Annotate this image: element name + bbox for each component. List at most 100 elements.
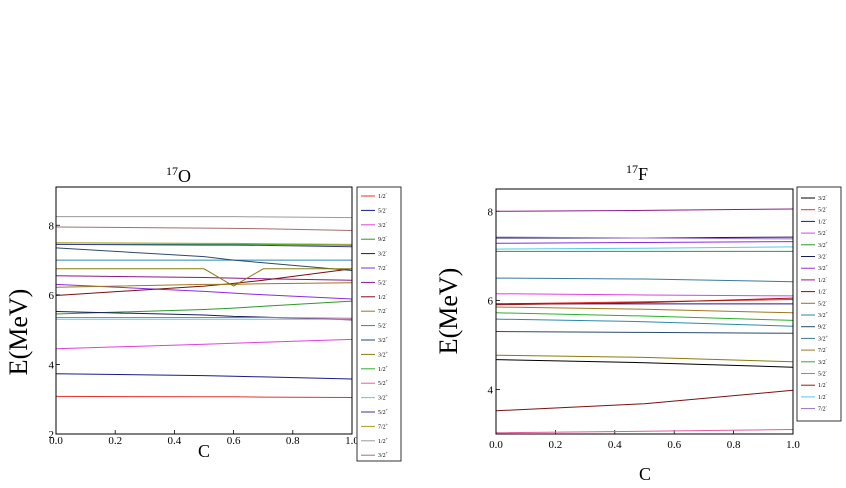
panel-17f-x-tick-label: 1.0: [786, 439, 800, 451]
panel-17f-title-mass: 17: [626, 162, 638, 176]
panel-17o-legend-label: 3/2+: [378, 393, 389, 402]
panel-17o-legend-label: 1/2+: [378, 364, 389, 373]
panel-17f-legend-label: 1/2-: [818, 275, 828, 284]
panel-17o-series-line: [55, 268, 353, 296]
panel-17o-title-mass: 17: [166, 164, 178, 178]
panel-17o-series-line: [56, 268, 352, 287]
panel-17f-x-tick-label: 0.4: [608, 439, 622, 451]
panel-17o-legend-label: 5/2-: [378, 321, 388, 330]
panel-17f-y-tick-label: 6: [488, 295, 494, 307]
panel-17o-series-line: [55, 247, 353, 271]
panel-17o-x-tick-label: 0.2: [108, 435, 122, 447]
panel-17f-legend-label: 1/2-: [818, 380, 828, 389]
panel-17o-y-tick-label: 4: [49, 359, 55, 371]
panel-17o-series-line: [55, 226, 353, 231]
panel-17f-legend-label: 3/2+: [818, 263, 829, 272]
panel-17o-legend-label: 1/2+: [378, 436, 389, 445]
panel-17f-series-line: [495, 293, 794, 297]
panel-17o-x-tick-label: 0.8: [286, 435, 300, 447]
panel-17o-legend-label: 5/2+: [378, 378, 389, 387]
panel-17f-x-tick-label: 0.6: [667, 439, 681, 451]
panel-17o-series-line: [55, 338, 353, 350]
panel-17f-xlabel: C: [639, 464, 651, 484]
panel-17o-y-tick-label: 2: [49, 429, 55, 441]
panel-17o-series-line: [56, 216, 353, 219]
panel-17f-legend-label: 9/2-: [818, 322, 828, 331]
panel-17f-plot-frame: [495, 188, 794, 435]
panel-17o-x-tick-label: 1.0: [345, 435, 359, 447]
panel-17o-x-tick-label: 0.6: [227, 435, 241, 447]
panel-17f: 17F E(MeV) C 0.0 0.2 0.4 0.6 0.8 1.0 4 6 8 3/2- 5…: [434, 162, 842, 484]
panel-17f-series-line: [495, 389, 794, 412]
panel-17f-x-tick-label: 0.8: [727, 439, 741, 451]
panel-17f-series-line: [495, 306, 794, 314]
panel-17o-legend-box: [356, 186, 402, 462]
panel-17f-title-element: F: [638, 164, 648, 184]
panel-17f-legend-label: 5/2-: [818, 228, 828, 237]
panel-17o-legend-label: 5/2+: [378, 407, 389, 416]
panel-17f-series-line: [495, 241, 794, 244]
panel-17f-legend-label: 3/2-: [818, 252, 828, 261]
panel-17o-plot-frame: [55, 186, 353, 435]
panel-17o-series-line: [55, 373, 353, 380]
panel-17o-series-line: [55, 311, 353, 321]
panel-17f-legend-label: 7/2-: [818, 345, 828, 354]
panel-17o-legend-label: 3/2-: [378, 249, 388, 258]
panel-17o-y-tick-label: 6: [49, 290, 55, 302]
panel-17o-legend-label: 5/2-: [378, 277, 388, 286]
panel-17o-legend-label: 7/2-: [378, 263, 388, 272]
panel-17f-series-line: [495, 246, 794, 250]
panel-17f-legend-label: 3/2-: [818, 193, 828, 202]
panel-17f-series-line: [495, 331, 794, 334]
panel-17f-series-line: [495, 429, 794, 434]
panel-17o-series-line: [55, 395, 353, 398]
panel-17f-legend-label: 5/2-: [818, 369, 828, 378]
panel-17o-series-line: [55, 275, 353, 281]
panel-17f-series-line: [495, 297, 794, 306]
panel-17f-legend-box: [796, 186, 842, 422]
panel-17o-legend-label: 9/2-: [378, 234, 388, 243]
panel-17f-series-line: [495, 299, 794, 305]
panel-17f-y-tick-label: 8: [488, 206, 494, 218]
panel-17f-legend-label: 5/2-: [818, 205, 828, 214]
panel-17o-legend-label: 3/2+: [378, 335, 389, 344]
panel-17f-x-tick-label: 0.0: [489, 439, 503, 451]
panel-17f-legend-label: 3/2+: [818, 310, 829, 319]
panel-17f-legend-label: 7/2-: [818, 404, 828, 413]
panel-17o-series-line: [55, 300, 353, 315]
panel-17f-series-line: [495, 277, 794, 283]
panel-17f-legend-label: 1/2-: [818, 287, 828, 296]
panel-17o-legend-label: 1/2-: [378, 191, 388, 200]
panel-17f-series-line: [495, 312, 794, 321]
panel-17o-legend-label: 3/2-: [378, 220, 388, 229]
panel-17f-legend-label: 3/2+: [818, 240, 829, 249]
panel-17f-ylabel: E(MeV): [434, 268, 463, 355]
panel-17f-series-line: [495, 354, 794, 363]
panel-17o-legend-label: 7/2+: [378, 421, 389, 430]
panel-17o-legend-label: 7/2-: [378, 306, 388, 315]
panel-17f-y-tick-label: 4: [488, 384, 494, 396]
panel-17f-series-line: [495, 208, 794, 212]
panel-17o-title-element: O: [178, 166, 191, 186]
panel-17o-legend-label: 3/2+: [378, 450, 389, 459]
panel-17f-title: 17F: [626, 162, 648, 184]
panel-17f-legend-label: 1/2-: [818, 216, 828, 225]
panel-17f-series-line: [495, 318, 794, 327]
panel-17f-series-line: [495, 236, 794, 240]
panel-17f-legend-label: 3/2+: [818, 333, 829, 342]
panel-17f-legend-label: 3/2-: [818, 357, 828, 366]
panel-17o-x-tick-label: 0.4: [168, 435, 182, 447]
panel-17f-legend-label: 5/2-: [818, 298, 828, 307]
panel-17o-legend-label: 3/2+: [378, 349, 389, 358]
panel-17o-title: 17O: [166, 164, 191, 186]
panel-17o-legend-label: 5/2-: [378, 205, 388, 214]
panel-17o: 17O E(MeV) C 0.0 0.2 0.4 0.6 0.8 1.0 2 4 6 8 1/2-…: [4, 164, 402, 462]
panel-17o-series-line: [55, 282, 353, 288]
panel-17o-xlabel: C: [198, 441, 210, 461]
panel-17o-series-line: [55, 242, 353, 245]
panel-17o-x-tick-label: 0.0: [49, 435, 63, 447]
panel-17o-series-line: [55, 243, 353, 248]
panel-17o-legend-label: 1/2-: [378, 292, 388, 301]
panel-17o-y-tick-label: 8: [49, 220, 55, 232]
